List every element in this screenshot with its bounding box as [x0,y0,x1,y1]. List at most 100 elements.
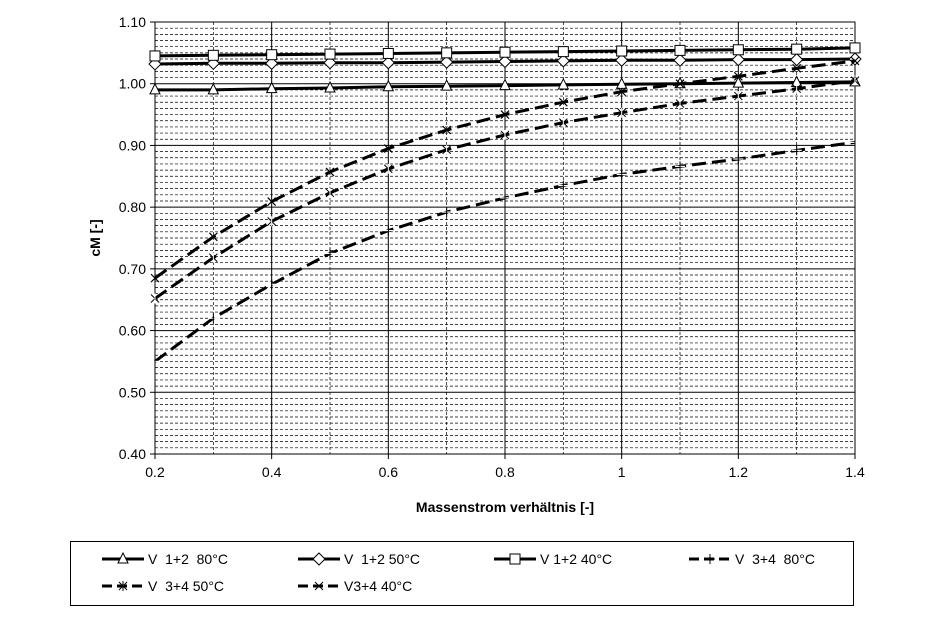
data-point [732,75,745,88]
data-point [500,129,510,140]
legend-line-x-icon [298,581,340,591]
x-tick-label: 0.2 [145,464,165,480]
data-point [207,49,219,61]
data-point [791,145,802,156]
data-point [616,45,628,57]
data-point [208,232,218,242]
data-point [382,79,395,92]
data-point [617,107,627,118]
data-point [441,207,452,218]
data-point [440,79,453,91]
data-point [558,117,568,128]
y-tick-label: 0.50 [119,384,146,400]
marker-stroke [675,79,685,89]
x-tick-label: 0.4 [262,464,282,480]
data-point [617,87,627,97]
data-point [850,56,860,66]
data-point [383,144,393,153]
y-tick-label: 0.40 [119,446,146,462]
data-point [849,42,861,54]
data-point [441,47,453,59]
x-tick-label: 1.4 [845,464,865,480]
data-point [324,80,336,93]
legend-item: V3+4 40°C [297,576,412,596]
data-point [383,163,393,174]
data-point [325,167,335,177]
y-tick-label: 0.90 [119,137,146,153]
marker-stroke [617,87,627,97]
marker-stroke [442,125,452,135]
data-point [850,137,860,148]
data-point [207,82,220,95]
data-point [792,63,802,73]
legend-item: V 3+4 80°C [688,549,815,569]
legend-label: V3+4 40°C [344,578,413,594]
data-point [674,44,686,56]
data-point [732,44,744,56]
x-axis-title: Massenstrom verhältnis [-] [416,499,594,515]
data-point [675,161,685,172]
legend-label: V 1+2 80°C [148,551,228,567]
x-tick-label: 1 [618,464,626,480]
data-point [733,154,744,165]
marker-stroke [383,144,393,153]
data-point [149,50,161,62]
data-point [557,46,569,58]
legend-line-diamond-icon [298,552,340,566]
data-point [675,98,685,109]
data-point [266,279,277,290]
data-point [616,169,627,180]
data-point [150,293,160,304]
data-point [323,56,337,70]
data-point [557,77,570,90]
series-group [148,42,862,367]
legend-item: V 1+2 80°C [101,549,228,569]
chart: 0.40 0.50 0.60 0.70 0.80 0.90 1.00 1.10 0.2 0.4 0.… [87,14,865,515]
data-point [264,56,279,71]
data-point [150,356,160,367]
marker-stroke [792,63,802,73]
data-point [382,47,394,59]
data-point [558,97,568,107]
data-point [383,225,394,236]
data-point [208,313,219,324]
data-point [614,53,629,67]
legend: V 1+2 80°C V 1+2 50°C V 1+2 40°C V 3+4 8… [70,541,854,606]
data-point [149,82,161,95]
series [150,137,860,367]
data-point [558,180,569,191]
data-point [324,48,336,60]
data-point [265,81,278,94]
series [150,56,860,283]
data-point [266,49,278,61]
data-point [442,125,452,135]
data-point [325,248,335,259]
marker-stroke [150,273,160,283]
data-point [731,52,746,67]
data-point [733,71,743,81]
data-point [498,54,512,69]
data-point [150,273,160,283]
legend-line-plus-icon [689,554,731,564]
data-point [381,56,396,70]
y-axis-title: cM [-] [87,219,103,256]
legend-label: V 1+2 40°C [540,551,613,567]
marker-stroke [733,71,743,81]
y-tick-label: 1.10 [119,14,146,30]
data-point [267,216,277,227]
legend-label: V 1+2 50°C [344,551,421,567]
legend-line-star-icon [102,581,144,591]
data-point [208,252,218,263]
marker-stroke [325,167,335,177]
legend-item: V 1+2 50°C [297,549,420,569]
data-point [791,43,803,55]
series [149,42,861,62]
legend-label: V 3+4 80°C [735,551,815,567]
y-tick-label: 0.80 [119,199,146,215]
data-point [499,46,511,58]
data-point [325,187,335,198]
y-tick-label: 1.00 [119,76,146,92]
legend-line-triangle-icon [102,552,144,564]
marker-stroke [558,97,568,107]
data-point [850,75,860,86]
